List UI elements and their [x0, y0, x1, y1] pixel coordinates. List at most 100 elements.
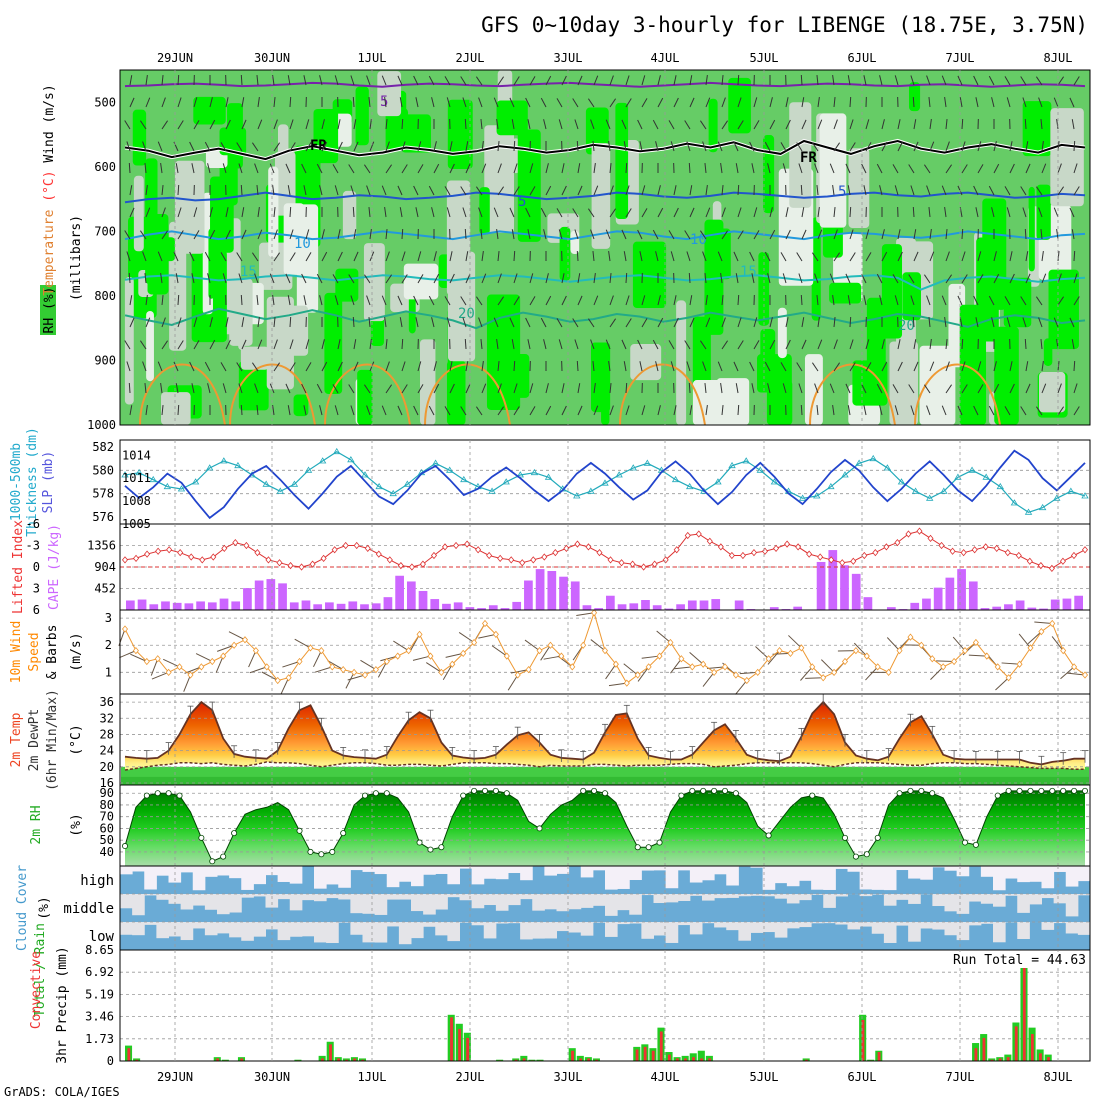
cloud-cell: [774, 866, 788, 884]
cloud-cell: [532, 922, 545, 939]
wind-barb: [735, 163, 739, 174]
wind-barb: [305, 339, 310, 350]
thickness-marker: [262, 480, 270, 487]
wind-barb: [301, 273, 307, 284]
precip-tick: 0: [107, 1054, 114, 1068]
temp-label-2: 2m DewPt: [27, 709, 42, 772]
wind-barb: [721, 185, 724, 196]
wind-barb: [668, 230, 675, 240]
wind-barb: [720, 273, 723, 284]
cloud-cell: [156, 922, 169, 939]
wind-barb: [305, 142, 312, 152]
cloud-cell: [241, 866, 254, 890]
wind-barb: [177, 230, 184, 240]
cloud-cell: [617, 894, 630, 911]
wind-barb: [145, 185, 148, 196]
wind-barb: [251, 252, 259, 262]
li-marker: [508, 556, 515, 564]
cloud-cell: [605, 894, 618, 916]
wind-barb: [764, 141, 771, 152]
wind-barb: [289, 119, 294, 130]
wind-barb: [493, 97, 499, 108]
wind-barb: [961, 384, 968, 394]
wind-barb: [721, 317, 726, 328]
wind-barb: [497, 186, 505, 196]
li-marker: [1081, 546, 1089, 554]
wind-speed-marker: [994, 663, 1001, 671]
wind-barb: [332, 164, 339, 174]
wind-barb: [782, 273, 787, 284]
cape-bar: [371, 603, 381, 610]
cloud-cell: [180, 922, 194, 941]
wind-barb: [973, 405, 979, 416]
li-marker: [342, 541, 349, 550]
wind-barb: [433, 251, 437, 262]
wind-barb: [910, 185, 915, 196]
surface-wind-barb: [674, 666, 693, 670]
cloud-cell: [629, 866, 642, 881]
cloud-cell: [835, 922, 848, 925]
wind-barb: [126, 141, 131, 152]
wind-speed-marker: [951, 657, 958, 666]
wind-barb: [316, 163, 323, 174]
thickness-marker: [940, 487, 948, 494]
wind-barb: [988, 185, 995, 196]
wind-barb: [796, 252, 803, 262]
rh-marker: [896, 790, 903, 797]
wind-barb: [129, 317, 135, 328]
wind-barb: [433, 163, 440, 174]
label-part: (m/s): [69, 632, 84, 671]
wind-barb: [525, 207, 531, 218]
precip-convective-bar: [571, 1050, 574, 1061]
cloud-cell: [859, 922, 873, 927]
cloud-cell: [180, 866, 194, 873]
cloud-cell: [544, 922, 557, 939]
wind-speed-marker: [449, 660, 456, 668]
wind-speed-marker: [711, 668, 718, 676]
date-label-top: 4JUL: [651, 51, 680, 65]
cloud-cell: [738, 894, 751, 897]
wind-barb: [415, 97, 419, 108]
contour-label: 10: [294, 236, 311, 252]
wind-barb: [321, 229, 325, 240]
wind-barb: [910, 75, 915, 86]
wind-barb: [929, 119, 932, 130]
wind-barb: [460, 186, 467, 196]
cloud-cell: [580, 922, 594, 936]
cloud-cell: [144, 866, 157, 890]
cape-bar: [161, 601, 170, 610]
slp-line: [124, 449, 1086, 520]
cloud-cell: [241, 894, 254, 898]
wind-barb: [161, 120, 169, 130]
cloud-cell: [532, 894, 545, 911]
cloud-cell: [883, 894, 897, 906]
cape-bar: [687, 600, 697, 610]
wind-barb: [177, 317, 182, 328]
cloud-cell: [508, 922, 521, 924]
wind-speed-marker: [471, 638, 478, 647]
wind-barb: [749, 141, 755, 152]
cloud-cell: [714, 866, 727, 875]
surface-wind-barb: [886, 637, 900, 651]
wind-barb: [189, 141, 195, 152]
cloud-cell: [726, 922, 739, 931]
wind-barb: [465, 251, 469, 262]
cape-bar: [863, 597, 873, 610]
cloud-cell: [144, 894, 157, 896]
wind-barb: [316, 383, 323, 394]
pressure-tick: 1000: [87, 418, 116, 432]
warm-contour: [424, 363, 511, 426]
wind-barb: [865, 252, 872, 262]
wind-barb: [545, 383, 549, 394]
thickness-marker: [361, 471, 369, 478]
thickness-marker: [530, 468, 539, 476]
cloud-cell: [362, 894, 376, 914]
wind-barb: [129, 75, 133, 86]
wind-barb: [529, 383, 534, 394]
li-marker: [938, 541, 945, 550]
rh-marker: [460, 792, 467, 799]
wind-barb: [749, 251, 755, 262]
rh-patch: [804, 354, 823, 425]
wind-barb: [301, 383, 307, 394]
cloud-cell: [520, 894, 533, 900]
